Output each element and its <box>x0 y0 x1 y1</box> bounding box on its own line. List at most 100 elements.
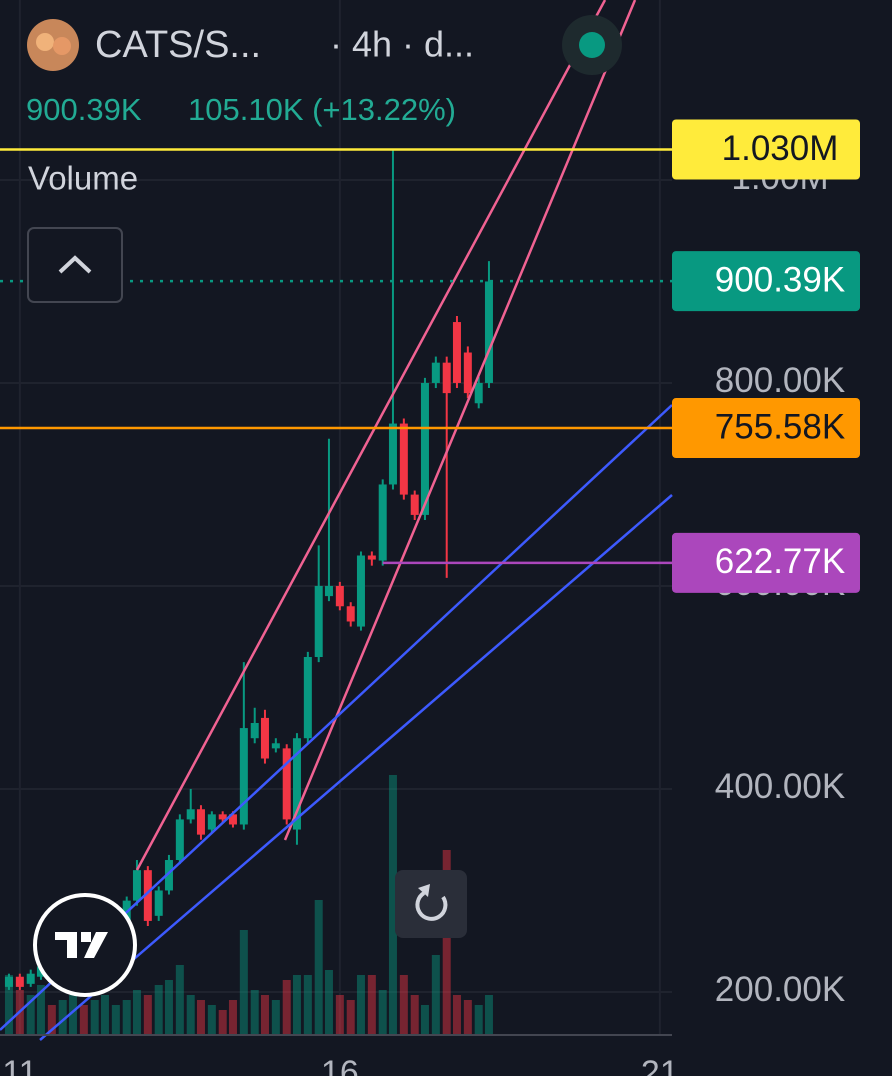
volume-bar <box>122 1000 131 1035</box>
volume-bar <box>164 980 173 1035</box>
volume-bar <box>292 975 301 1035</box>
volume-bar <box>196 1000 205 1035</box>
candle-body <box>346 606 355 622</box>
volume-bar <box>228 1000 237 1035</box>
price-tag-label: 622.77K <box>715 542 845 581</box>
candle-body <box>324 585 333 597</box>
candle-body <box>271 743 280 749</box>
candle-body <box>431 362 440 383</box>
volume-bar <box>484 995 493 1035</box>
candle-body <box>218 814 227 820</box>
logo[interactable] <box>33 893 137 997</box>
y-tick-label: 200.00K <box>715 970 845 1009</box>
price-tag <box>672 532 860 593</box>
volume-bar <box>100 995 109 1035</box>
volume-bar <box>463 1000 472 1035</box>
volume-bar <box>442 850 451 1035</box>
volume-bar <box>207 1005 216 1035</box>
x-tick-label: 11 <box>2 1054 37 1076</box>
chevron-icon <box>58 255 92 274</box>
volume-bar <box>143 995 152 1035</box>
candle-body <box>250 722 259 739</box>
candle-body <box>303 657 312 739</box>
candle-body <box>474 382 483 404</box>
x-tick-label: 16 <box>321 1054 359 1076</box>
volume-bar <box>420 1005 429 1035</box>
candle-body <box>292 738 301 830</box>
volume-bar <box>111 1005 120 1035</box>
candle-body <box>388 423 397 485</box>
candle-body <box>196 809 205 835</box>
volume-bar <box>4 975 13 1035</box>
price-tag-label: 1.030M <box>722 129 839 168</box>
volume-bar <box>132 990 141 1035</box>
price-tag <box>672 119 860 180</box>
symbol[interactable]: CATS/S... <box>95 24 261 66</box>
interval[interactable]: · 4h · d... <box>330 24 474 65</box>
trend-line <box>135 0 607 871</box>
y-tick-label: 800.00K <box>715 361 845 400</box>
status-dot <box>579 32 605 58</box>
candle-body <box>442 362 451 394</box>
candle-body <box>463 352 472 394</box>
candle-body <box>207 814 216 830</box>
candle-body <box>132 870 141 901</box>
candle-body <box>239 728 248 825</box>
volume-bar <box>303 975 312 1035</box>
indicator-name: Volume <box>28 160 138 197</box>
candle-body <box>26 973 35 984</box>
y-tick-label: 400.00K <box>715 767 845 806</box>
volume-bar <box>239 930 248 1035</box>
volume-bar <box>314 900 323 1035</box>
candle-body <box>367 555 376 560</box>
candle-body <box>282 748 291 820</box>
candle-body <box>15 976 24 987</box>
reset-button[interactable] <box>395 870 467 938</box>
candle-body <box>175 819 184 861</box>
volume-bar <box>218 1010 227 1035</box>
candle-body <box>143 870 152 921</box>
candle-body <box>314 585 323 658</box>
candle-body <box>164 860 173 891</box>
volume-bar <box>26 995 35 1035</box>
candle-body <box>228 814 237 825</box>
candle-body <box>378 484 387 561</box>
candle-body <box>452 322 461 383</box>
avatar-detail <box>36 33 54 51</box>
reset-icon <box>418 884 430 897</box>
volume-bar <box>175 965 184 1035</box>
candle-body <box>420 382 429 515</box>
volume-bar <box>399 975 408 1035</box>
reset-icon <box>415 891 448 921</box>
candle-body <box>410 494 419 515</box>
volume-bar <box>47 1005 56 1035</box>
volume-bar <box>250 990 259 1035</box>
collapse-button[interactable] <box>27 227 123 303</box>
logo-mark <box>55 932 108 958</box>
volume-bar <box>378 990 387 1035</box>
volume-bar <box>335 995 344 1035</box>
price-tag-label: 900.39K <box>715 260 845 299</box>
volume-bar <box>356 975 365 1035</box>
candle-body <box>399 423 408 495</box>
candle-body <box>4 976 13 987</box>
volume-bar <box>154 985 163 1035</box>
volume-bar <box>474 1005 483 1035</box>
volume-bar <box>79 1005 88 1035</box>
trend-line <box>39 494 673 1041</box>
price-tag <box>672 398 860 459</box>
price-tag <box>672 251 860 312</box>
volume-bar <box>452 995 461 1035</box>
volume-bar <box>58 1000 67 1035</box>
volume-bar <box>388 775 397 1035</box>
last-price: 900.39K <box>26 92 142 127</box>
price-tag-label: 755.58K <box>715 407 845 446</box>
volume-bar <box>271 1000 280 1035</box>
volume-bar <box>68 995 77 1035</box>
candle-body <box>154 890 163 916</box>
volume-bar <box>367 975 376 1035</box>
candle-body <box>356 555 365 627</box>
x-tick-label: 21 <box>641 1054 679 1076</box>
